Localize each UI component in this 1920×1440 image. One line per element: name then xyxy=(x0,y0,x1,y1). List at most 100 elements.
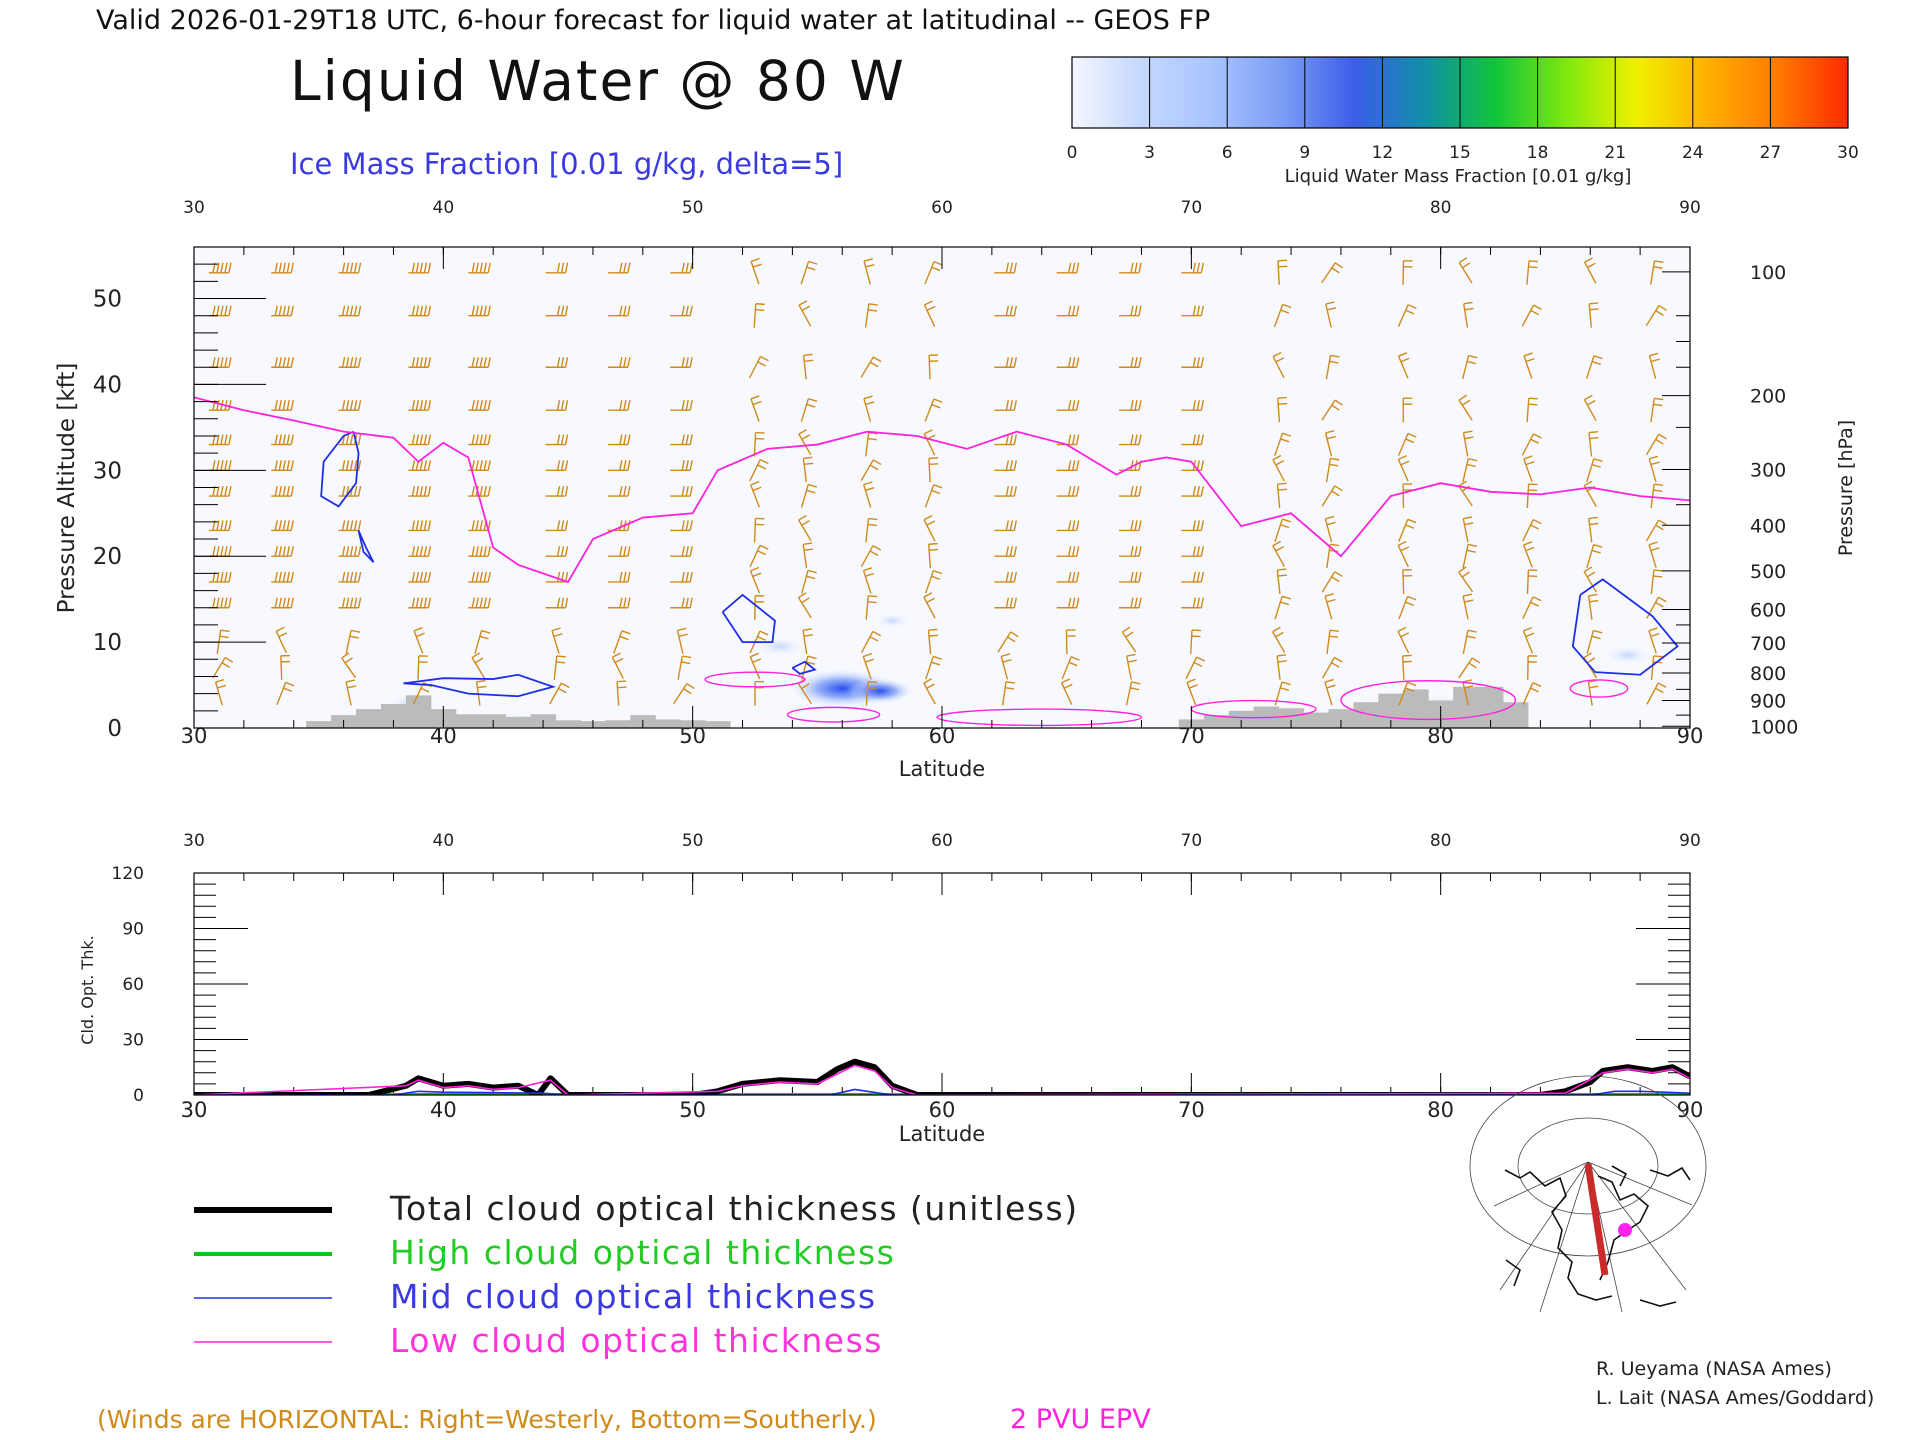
optical-thickness-lines xyxy=(194,1058,1690,1095)
wind-barb xyxy=(994,262,1018,274)
wind-barb xyxy=(994,460,1018,472)
wind-barb-flag xyxy=(678,633,688,637)
wind-barb xyxy=(749,652,762,680)
colorbar-tick-label: 9 xyxy=(1299,143,1310,163)
wind-barb-flag xyxy=(479,485,483,497)
legend: Total cloud optical thickness (unitless)… xyxy=(194,1189,1077,1360)
wind-barb xyxy=(994,400,1018,411)
wind-barb-flag xyxy=(282,460,286,471)
epv-low-contour xyxy=(1569,679,1629,698)
wind-barb-flag xyxy=(353,460,358,471)
wind-barb-staff xyxy=(1272,459,1285,482)
wind-barb-flag xyxy=(1528,266,1538,269)
wind-barb xyxy=(676,627,688,654)
lower-top-x-tick-label: 40 xyxy=(433,831,455,851)
wind-barb xyxy=(1181,571,1205,583)
wind-barb-staff xyxy=(1126,655,1132,680)
wind-barb-flag xyxy=(804,462,814,466)
wind-barb xyxy=(1185,656,1205,679)
wind-barb-flag xyxy=(1009,460,1014,471)
wind-barb-flag xyxy=(1648,627,1658,632)
wind-barb-staff xyxy=(1397,304,1409,327)
wind-barb-flag xyxy=(1591,549,1601,554)
wind-barb-staff xyxy=(1650,484,1655,509)
wind-barb-flag xyxy=(1331,267,1340,274)
wind-barb-flag xyxy=(933,260,943,266)
wind-barb xyxy=(545,485,569,497)
wind-barb-flag xyxy=(427,520,432,531)
wind-barb-flag xyxy=(1650,632,1660,638)
wind-barb xyxy=(860,356,882,378)
wind-barb-flag xyxy=(1061,678,1071,684)
wind-barb-staff xyxy=(1583,571,1598,593)
wind-barb-flag xyxy=(1192,357,1197,368)
terrain-bar xyxy=(1328,709,1354,728)
wind-barb-flag xyxy=(487,485,491,497)
lower-x-axis-label: Latitude xyxy=(899,1122,985,1146)
wind-barb-flag xyxy=(349,262,354,273)
lower-top-x-tick-label: 80 xyxy=(1430,831,1452,851)
wind-barb-flag xyxy=(1138,571,1142,583)
wind-barb xyxy=(1276,482,1288,509)
wind-barb-flag xyxy=(487,434,491,445)
wind-barb-flag xyxy=(931,661,941,666)
wind-barb-staff xyxy=(1000,656,1009,680)
wind-barb-flag xyxy=(212,305,216,316)
wind-barb xyxy=(928,457,939,483)
wind-barb-staff xyxy=(1272,356,1285,379)
wind-barb xyxy=(800,483,818,508)
wind-barb-flag xyxy=(1277,482,1287,485)
wind-barb-flag xyxy=(933,484,943,489)
wind-barb-flag xyxy=(1196,485,1201,497)
wind-barb-staff xyxy=(924,261,935,285)
wind-barb xyxy=(923,300,936,327)
wind-barb xyxy=(670,262,693,274)
wind-barb-flag xyxy=(427,546,432,557)
wind-barb xyxy=(345,629,361,654)
wind-barb-flag xyxy=(685,520,689,531)
colorbar-tick-label: 15 xyxy=(1449,143,1471,163)
wind-barb xyxy=(1402,397,1413,423)
wind-barb-staff xyxy=(1522,519,1534,542)
wind-barb xyxy=(994,520,1018,532)
wind-barb xyxy=(754,595,765,620)
wind-barb-flag xyxy=(681,357,685,368)
wind-barb-flag xyxy=(286,460,290,471)
wind-barb-flag xyxy=(1653,575,1663,578)
wind-barb-flag xyxy=(1277,396,1287,399)
wind-barb xyxy=(607,571,631,583)
wind-barb-flag xyxy=(1071,485,1076,497)
wind-barb-flag xyxy=(479,357,483,368)
pressure-tick-label: 100 xyxy=(1750,262,1786,284)
wind-barb-flag xyxy=(689,400,693,411)
wind-barb-flag xyxy=(1655,438,1664,445)
wind-barb xyxy=(1583,566,1598,593)
wind-barbs xyxy=(208,257,1667,706)
wind-barb-staff xyxy=(1588,303,1593,328)
wind-barb-flag xyxy=(415,485,420,497)
wind-barb-flag xyxy=(551,627,561,632)
wind-barb-staff xyxy=(1646,596,1660,619)
wind-barb xyxy=(1321,262,1344,284)
wind-barb xyxy=(1181,485,1205,497)
wind-barb-flag xyxy=(1471,657,1481,664)
wind-barb xyxy=(271,597,294,609)
wind-barb xyxy=(802,456,814,483)
wind-barb-staff xyxy=(750,484,760,508)
wind-barb-staff xyxy=(863,398,872,422)
wind-barb-flag xyxy=(228,400,232,411)
wind-barb xyxy=(607,485,631,497)
wind-barb-flag xyxy=(1013,400,1018,411)
wind-barb-flag xyxy=(475,520,479,531)
wind-barb-flag xyxy=(1130,434,1134,445)
wind-barb-flag xyxy=(282,485,286,497)
wind-barb xyxy=(670,546,693,557)
wind-barb-flag xyxy=(216,460,220,471)
colorbar-tick-label: 0 xyxy=(1067,143,1078,163)
valid-time-line: Valid 2026-01-29T18 UTC, 6-hour forecast… xyxy=(96,5,1210,36)
wind-barb-staff xyxy=(865,595,869,620)
wind-barb-staff xyxy=(551,630,560,654)
wind-barb-flag xyxy=(290,546,294,557)
wind-barb-flag xyxy=(689,357,693,368)
wind-barb xyxy=(271,434,294,446)
